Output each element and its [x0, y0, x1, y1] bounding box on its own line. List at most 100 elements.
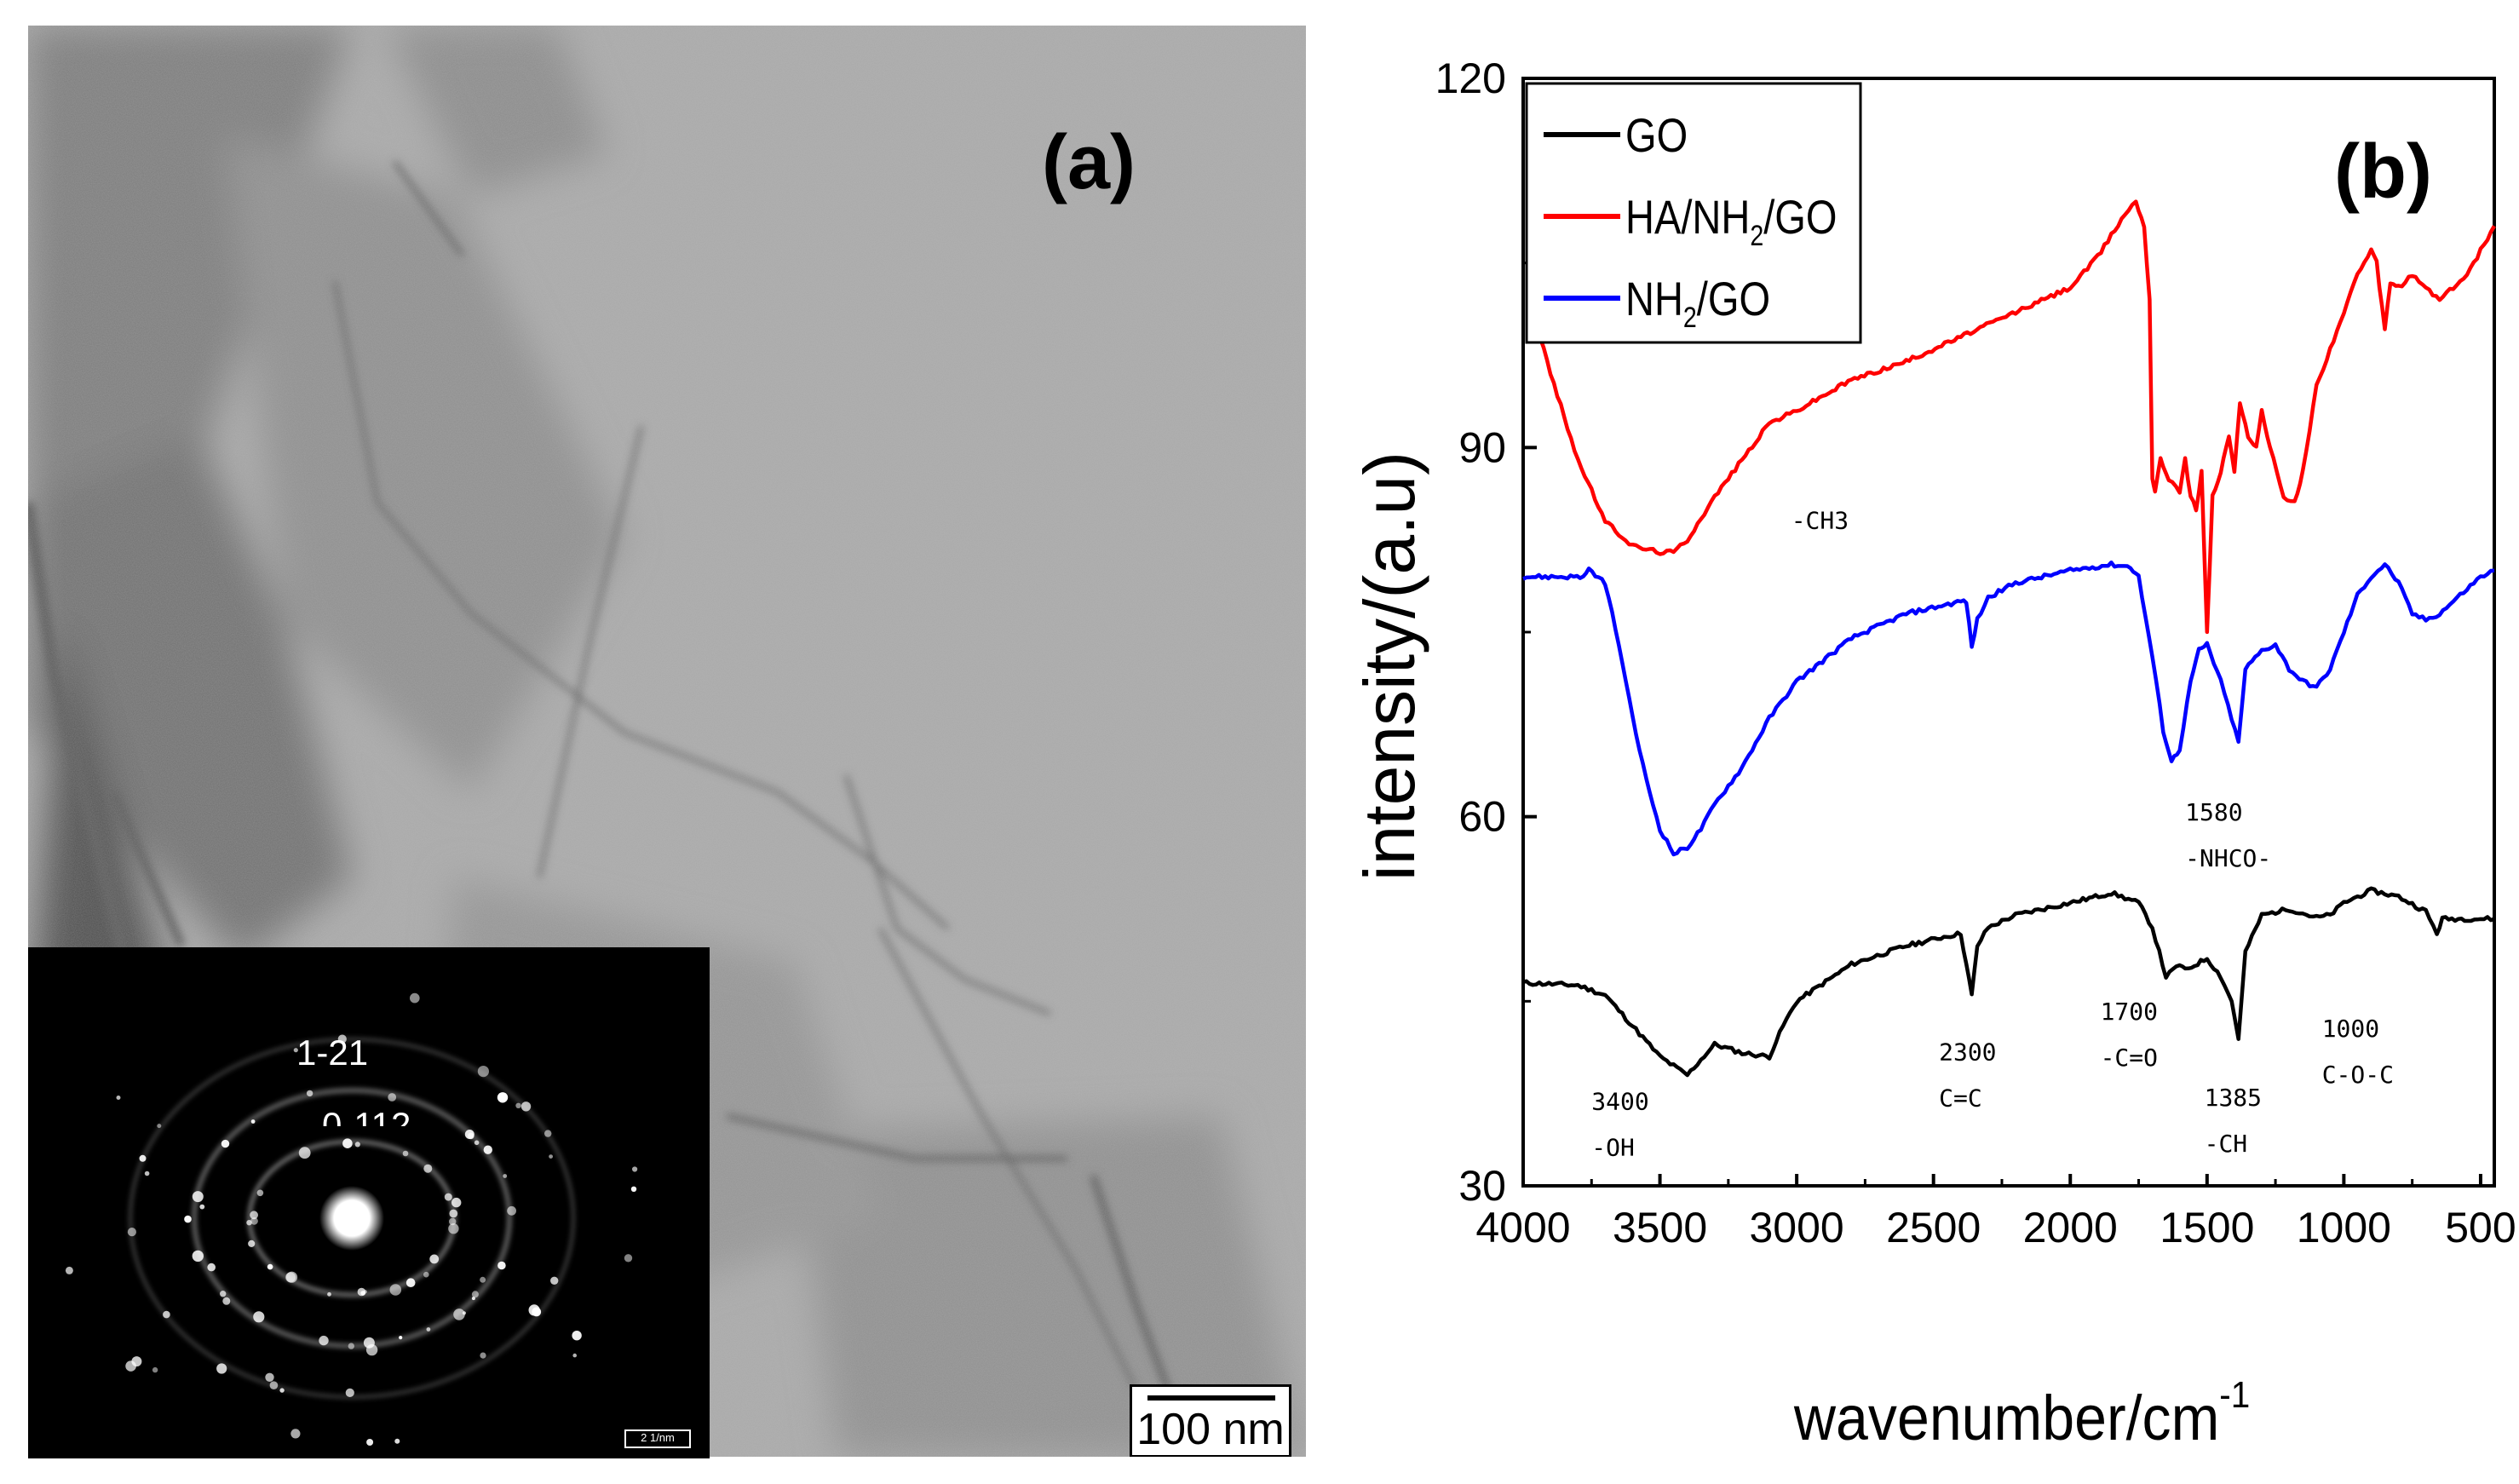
x-axis-label: wavenumber/cm	[1793, 1383, 2219, 1453]
diffraction-spot	[269, 1381, 279, 1389]
diffraction-spot	[220, 1291, 227, 1297]
y-axis-label: intensity/(a.u)	[1349, 452, 1429, 881]
diffraction-spot	[549, 1154, 553, 1159]
y-tick-label: 60	[1458, 793, 1506, 841]
diffraction-spot	[192, 1191, 204, 1203]
series-line-0	[1522, 886, 2495, 1078]
diffraction-spot	[515, 1102, 521, 1108]
diffraction-spot	[389, 1284, 402, 1296]
peak-annotation-line: C-O-C	[2322, 1061, 2394, 1089]
diffraction-spot	[246, 1220, 252, 1226]
diffraction-spot	[399, 1336, 403, 1340]
x-tick-label: 1500	[2160, 1204, 2254, 1251]
legend-label-text: NH	[1625, 272, 1683, 325]
diffraction-spot	[221, 1139, 230, 1148]
saed-pattern	[65, 992, 638, 1446]
diffraction-spot	[250, 1119, 256, 1124]
diffraction-spot	[429, 1254, 440, 1264]
diffraction-spot	[354, 1142, 360, 1148]
legend-label-subscript: 2	[1683, 302, 1697, 334]
diffraction-spot	[426, 1327, 431, 1332]
diffraction-spot	[348, 1343, 354, 1349]
series-line-1	[1534, 199, 2496, 635]
x-tick-label: 500	[2445, 1204, 2516, 1251]
peak-annotation-line: 1385	[2205, 1084, 2262, 1112]
peak-annotation: -CH3	[1791, 507, 1849, 535]
legend-label-text: GO	[1625, 108, 1688, 162]
diffraction-spot	[222, 1297, 231, 1305]
scale-bar-box: 100 nm	[1130, 1384, 1291, 1457]
diffraction-spot	[572, 1353, 577, 1358]
diffraction-spot	[184, 1215, 192, 1223]
diffraction-spot	[423, 1271, 429, 1278]
x-axis-label-exponent: -1	[2219, 1373, 2250, 1415]
diffraction-spot	[365, 1343, 378, 1356]
diffraction-spot	[532, 1307, 542, 1317]
diffraction-spot	[394, 1438, 400, 1444]
diffraction-spot	[290, 1429, 301, 1439]
diffraction-spot	[624, 1254, 633, 1263]
diffraction-spot	[453, 1309, 465, 1320]
diffraction-spot	[157, 1124, 162, 1129]
diffraction-spot	[144, 1171, 150, 1176]
diffraction-spot	[319, 1335, 329, 1346]
diffraction-spot	[279, 1388, 285, 1393]
diffraction-spot	[345, 1388, 354, 1397]
y-tick-label: 30	[1458, 1162, 1506, 1210]
scale-bar-label: 100 nm	[1136, 1405, 1285, 1454]
peak-annotation-line: 1700	[2101, 998, 2158, 1026]
diffraction-spot	[630, 1186, 637, 1192]
diffraction-spot	[267, 1263, 273, 1270]
x-tick-label: 3500	[1613, 1204, 1707, 1251]
plot-area: 4000 3500 3000 2500 2000 1500 1000 500 30 60 90 120…	[1435, 55, 2516, 1251]
diffraction-spot	[248, 1240, 256, 1247]
diffraction-spot	[163, 1310, 170, 1319]
diffraction-spot	[497, 1261, 506, 1270]
diffraction-spot	[474, 1140, 480, 1146]
x-tick-label: 2000	[2023, 1204, 2118, 1251]
diffraction-spot	[480, 1276, 486, 1283]
peak-annotation-line: -CH	[2205, 1130, 2248, 1158]
diffraction-spot	[327, 1291, 331, 1297]
peak-annotation: 3400 -OH	[1591, 1087, 1648, 1161]
diffraction-spot	[298, 1147, 311, 1159]
diffraction-spot	[127, 1228, 136, 1237]
legend-label: NH2/GO	[1625, 272, 1770, 333]
peak-annotation-line: C=C	[1939, 1084, 1982, 1113]
diffraction-spot	[265, 1372, 274, 1382]
ftir-chart: 4000 3500 3000 2500 2000 1500 1000 500 30 60 90 120…	[1349, 55, 2516, 1454]
diffraction-spot	[520, 1101, 532, 1112]
diffraction-spot	[471, 1291, 479, 1298]
legend-label-subscript: 2	[1750, 220, 1763, 252]
diffraction-spot	[410, 992, 420, 1004]
diffraction-spot	[449, 1209, 458, 1218]
peak-annotation-line: -NHCO-	[2185, 844, 2271, 872]
x-tick-label: 4000	[1475, 1204, 1570, 1251]
peak-annotation-line: -C=O	[2101, 1044, 2158, 1072]
diffraction-spot	[152, 1366, 158, 1373]
diffraction-spot	[423, 1164, 433, 1173]
series-line-2	[1522, 560, 2495, 857]
diffraction-spot	[550, 1276, 559, 1285]
diffraction-spot	[293, 1048, 298, 1053]
diffraction-spot	[405, 1278, 416, 1287]
diffraction-spot	[388, 1093, 397, 1101]
diffraction-spot	[477, 1066, 490, 1078]
legend-label-text: HA/NH	[1625, 190, 1750, 244]
diffraction-spot	[402, 1150, 409, 1157]
diffraction-spot	[451, 1197, 462, 1208]
saed-inset: 1-21 0-112 2 1/nm	[28, 947, 710, 1458]
diffraction-spot	[253, 1311, 265, 1323]
peak-annotation-line: 1000	[2322, 1015, 2379, 1043]
y-tick-label: 120	[1435, 55, 1506, 102]
peak-annotations: 3400 -OH -CH3 2300 C=C 1700 -C=O 1580 -NHCO- 1385…	[1591, 507, 2394, 1162]
legend-label: HA/NH2/GO	[1625, 190, 1837, 251]
diffraction-spot	[216, 1363, 227, 1374]
diffraction-spot	[65, 1266, 73, 1274]
diffraction-spot	[544, 1130, 552, 1137]
legend: GO HA/NH2/GO NH2/GO	[1525, 82, 1862, 344]
diffraction-spot	[285, 1272, 296, 1283]
diffraction-spot	[503, 1174, 508, 1178]
saed-label-0-112: 0-112	[322, 1105, 411, 1145]
diffraction-spot	[256, 1189, 264, 1197]
